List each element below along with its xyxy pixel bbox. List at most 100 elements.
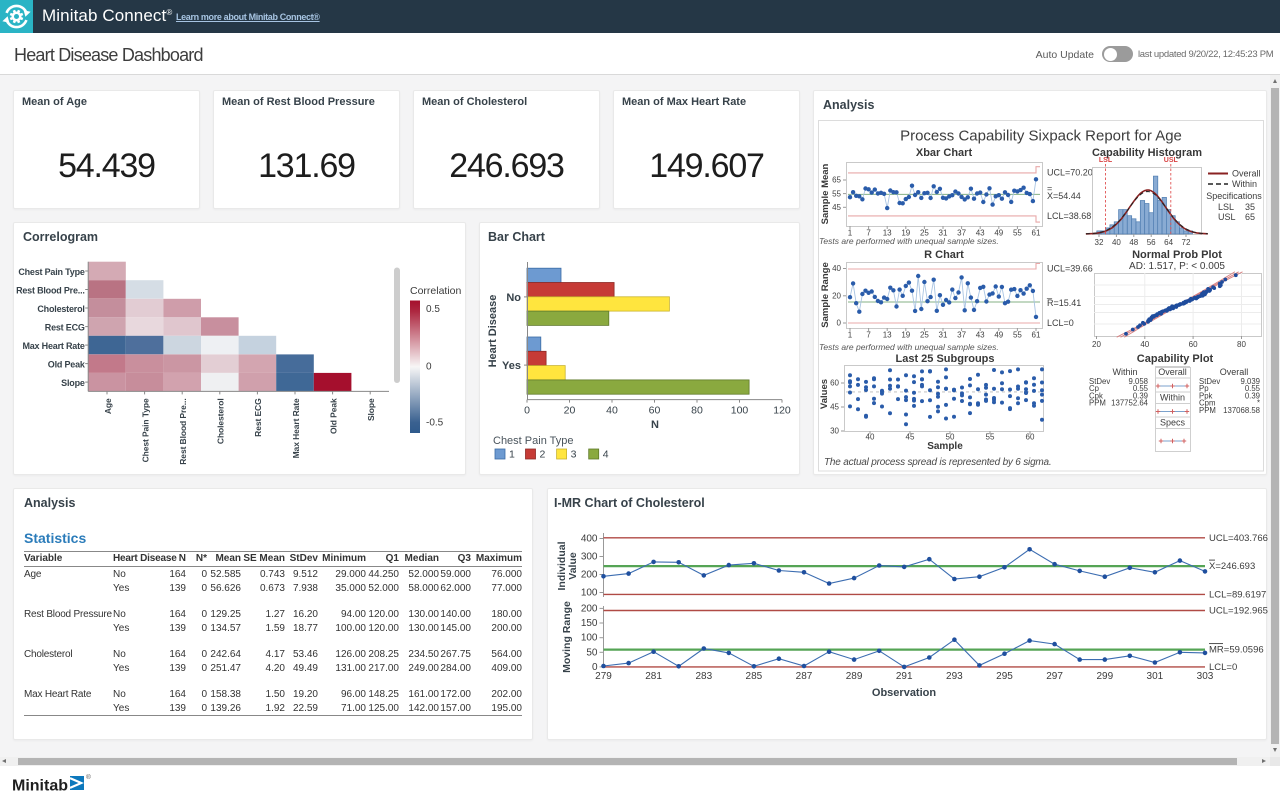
svg-text:301: 301 (1147, 671, 1164, 682)
svg-text:UCL=403.766: UCL=403.766 (1209, 533, 1268, 544)
svg-text:Age: Age (103, 398, 113, 414)
svg-text:1: 1 (848, 229, 853, 238)
svg-text:55: 55 (1013, 331, 1022, 340)
svg-text:9.039: 9.039 (1240, 377, 1260, 386)
svg-text:Old Peak: Old Peak (48, 359, 86, 369)
svg-text:Rest Blood Pre...: Rest Blood Pre... (16, 285, 85, 295)
svg-text:303: 303 (1197, 671, 1214, 682)
svg-text:137068.58: 137068.58 (1223, 406, 1260, 415)
svg-text:AD: 1.517, P: < 0.005: AD: 1.517, P: < 0.005 (1129, 261, 1225, 272)
svg-text:=: = (1047, 184, 1052, 194)
svg-text:137752.64: 137752.64 (1111, 399, 1149, 408)
svg-text:Chest Pain Type: Chest Pain Type (18, 267, 85, 277)
svg-text:19: 19 (901, 229, 910, 238)
svg-text:100: 100 (581, 633, 598, 644)
svg-text:Old Peak: Old Peak (328, 398, 338, 434)
svg-text:X=246.693: X=246.693 (1209, 561, 1255, 572)
svg-text:Max Heart Rate: Max Heart Rate (291, 398, 301, 458)
svg-text:Ppk: Ppk (1199, 391, 1213, 400)
svg-text:40: 40 (606, 405, 618, 417)
svg-text:No: No (506, 292, 521, 304)
svg-text:Individual: Individual (556, 541, 568, 590)
svg-text:Cpk: Cpk (1089, 391, 1103, 400)
svg-text:293: 293 (946, 671, 963, 682)
svg-text:LSL: LSL (1099, 157, 1113, 164)
svg-text:32: 32 (1095, 238, 1104, 247)
svg-text:49: 49 (994, 229, 1003, 238)
svg-text:Within: Within (1232, 179, 1257, 189)
svg-text:Slope: Slope (61, 378, 85, 388)
svg-text:60: 60 (830, 379, 839, 388)
svg-text:Heart Disease: Heart Disease (487, 295, 499, 368)
svg-text:Cpm: Cpm (1199, 399, 1215, 408)
svg-text:0: 0 (524, 405, 530, 417)
svg-text:Rest ECG: Rest ECG (45, 322, 85, 332)
svg-text:43: 43 (976, 229, 985, 238)
svg-text:Sample: Sample (927, 441, 963, 452)
svg-text:19: 19 (901, 331, 910, 340)
svg-text:Process Capability Sixpack Rep: Process Capability Sixpack Report for Ag… (900, 128, 1182, 145)
svg-text:45: 45 (906, 433, 915, 442)
svg-text:60: 60 (1189, 340, 1198, 349)
svg-text:0.39: 0.39 (1245, 391, 1260, 400)
svg-text:0.39: 0.39 (1133, 391, 1148, 400)
svg-text:65: 65 (1245, 212, 1255, 222)
svg-text:120: 120 (773, 405, 791, 417)
svg-text:45: 45 (832, 203, 841, 212)
svg-text:13: 13 (883, 229, 892, 238)
svg-text:200: 200 (581, 603, 598, 614)
svg-text:37: 37 (957, 331, 966, 340)
svg-text:299: 299 (1096, 671, 1113, 682)
svg-text:UCL=192.965: UCL=192.965 (1209, 606, 1268, 617)
svg-text:MR=59.0596: MR=59.0596 (1209, 645, 1264, 656)
svg-text:0: 0 (837, 319, 842, 328)
svg-text:Cholesterol: Cholesterol (37, 304, 84, 314)
svg-text:Within: Within (1160, 393, 1185, 403)
svg-text:0.55: 0.55 (1133, 384, 1149, 393)
svg-text:55: 55 (832, 189, 841, 198)
svg-text:48: 48 (1129, 238, 1138, 247)
svg-text:Sample Range: Sample Range (820, 262, 831, 327)
svg-text:LCL=38.68: LCL=38.68 (1047, 211, 1091, 221)
svg-text:Values: Values (819, 379, 830, 409)
svg-text:7: 7 (866, 229, 871, 238)
svg-text:Observation: Observation (872, 687, 936, 699)
svg-text:Specs: Specs (1160, 418, 1186, 428)
svg-text:56: 56 (1147, 238, 1156, 247)
svg-text:55: 55 (986, 433, 995, 442)
svg-text:Normal Prob Plot: Normal Prob Plot (1132, 249, 1222, 261)
svg-text:65: 65 (832, 176, 841, 185)
svg-text:295: 295 (996, 671, 1013, 682)
svg-text:PPM: PPM (1199, 406, 1216, 415)
svg-text:USL: USL (1164, 157, 1179, 164)
svg-text:40: 40 (1112, 238, 1121, 247)
svg-text:100: 100 (731, 405, 749, 417)
svg-text:0: 0 (592, 662, 598, 673)
svg-text:Tests are performed with unequ: Tests are performed with unequal sample … (819, 342, 999, 352)
svg-text:LCL=0: LCL=0 (1209, 662, 1237, 673)
svg-text:43: 43 (976, 331, 985, 340)
svg-text:0.55: 0.55 (1245, 384, 1261, 393)
svg-text:297: 297 (1046, 671, 1063, 682)
svg-text:R=15.41: R=15.41 (1047, 298, 1081, 308)
svg-text:45: 45 (830, 403, 839, 412)
svg-text:289: 289 (846, 671, 863, 682)
svg-text:Rest ECG: Rest ECG (253, 398, 263, 437)
svg-text:100: 100 (581, 588, 598, 599)
svg-text:25: 25 (920, 331, 929, 340)
svg-text:The actual process spread is r: The actual process spread is represented… (824, 457, 1052, 468)
svg-text:UCL=39.66: UCL=39.66 (1047, 264, 1093, 274)
svg-text:72: 72 (1182, 238, 1191, 247)
svg-text:80: 80 (1237, 340, 1246, 349)
svg-text:400: 400 (581, 534, 598, 545)
svg-text:Overall: Overall (1158, 367, 1187, 377)
svg-text:20: 20 (1092, 340, 1101, 349)
svg-text:Moving Range: Moving Range (561, 601, 573, 673)
svg-text:Tests are performed with unequ: Tests are performed with unequal sample … (819, 236, 999, 246)
svg-text:Capability Histogram: Capability Histogram (1092, 147, 1202, 159)
svg-text:1: 1 (848, 331, 853, 340)
svg-text:0: 0 (426, 362, 432, 373)
svg-text:Chest Pain Type: Chest Pain Type (493, 435, 574, 447)
svg-text:Yes: Yes (502, 360, 521, 372)
svg-text:Max Heart Rate: Max Heart Rate (22, 341, 84, 351)
